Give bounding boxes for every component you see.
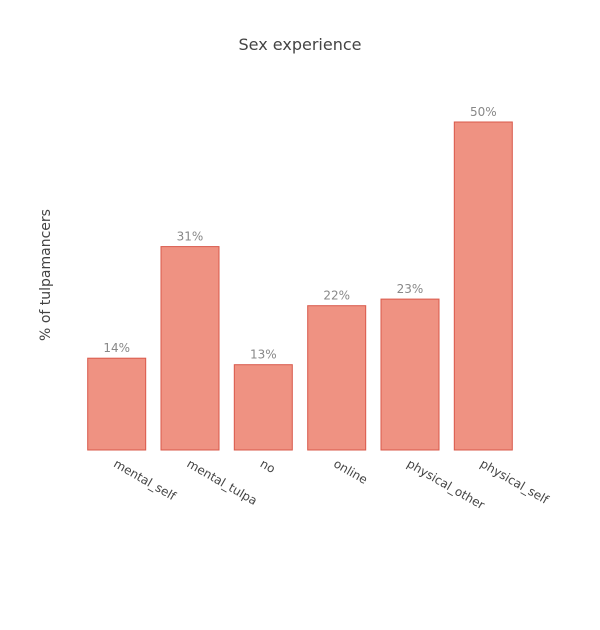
chart-title: Sex experience [239,35,362,54]
y-axis-label: % of tulpamancers [38,209,54,341]
bar-no [233,364,293,451]
bar-mental_tulpa [160,246,220,451]
bar-online [307,305,367,451]
bar-mental_self [87,357,147,451]
data-label-mental_tulpa: 31% [177,230,204,244]
x-tick-label-mental_tulpa: mental_tulpa [185,456,260,507]
data-label-physical_other: 23% [397,282,424,296]
data-label-physical_self: 50% [470,105,497,119]
x-tick-label-no: no [258,456,278,476]
data-label-mental_self: 14% [103,341,130,355]
bars-group [87,121,513,451]
x-tick-label-physical_self: physical_self [478,456,552,507]
x-tick-label-online: online [331,456,370,486]
data-labels-group: 14% 31% 13% 22% 23% 50% [103,105,496,362]
bar-physical_self [453,121,513,451]
x-tick-label-physical_other: physical_other [405,456,488,512]
bar-physical_other [380,298,440,451]
data-label-no: 13% [250,348,277,362]
x-tick-label-mental_self: mental_self [111,456,179,503]
data-label-online: 22% [323,289,350,303]
